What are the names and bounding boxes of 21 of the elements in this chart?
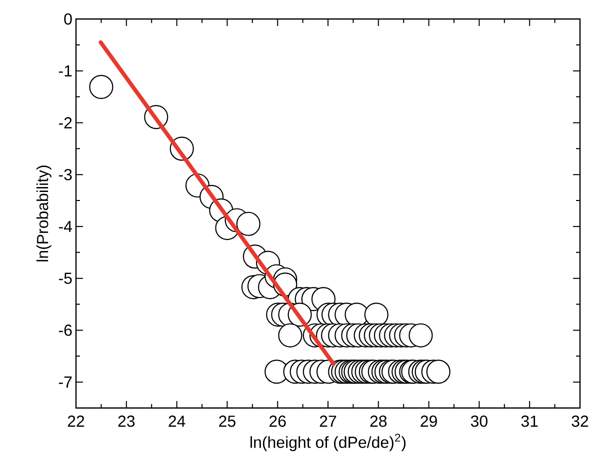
x-axis-title: ln(height of (dPe/de)$^{2}$) — [250, 434, 406, 452]
y-tick-label: -3 — [58, 168, 72, 180]
x-tick-label: 30 — [470, 416, 488, 427]
x-tick-label: 31 — [521, 416, 538, 427]
y-tick-label: -5 — [58, 272, 72, 284]
y-tick-label: -2 — [58, 117, 72, 128]
x-tick-label: 25 — [219, 416, 236, 427]
x-tick-label: 32 — [572, 416, 588, 427]
x-tick-label: 24 — [168, 416, 186, 427]
x-tick-label: 22 — [68, 416, 84, 427]
x-tick-label: 26 — [270, 416, 286, 427]
x-tick-label: 27 — [320, 416, 336, 427]
y-tick-label: -1 — [58, 65, 72, 76]
x-tick-label: 28 — [370, 416, 387, 427]
x-tick-label: 29 — [420, 416, 437, 427]
y-axis-title: ln(Probability) — [36, 166, 52, 262]
x-tick-label: 23 — [118, 416, 135, 427]
y-tick-label: -6 — [58, 324, 72, 336]
y-tick-label: -4 — [58, 220, 72, 232]
y-tick-label: -7 — [58, 376, 72, 388]
y-tick-label: 0 — [64, 13, 72, 25]
